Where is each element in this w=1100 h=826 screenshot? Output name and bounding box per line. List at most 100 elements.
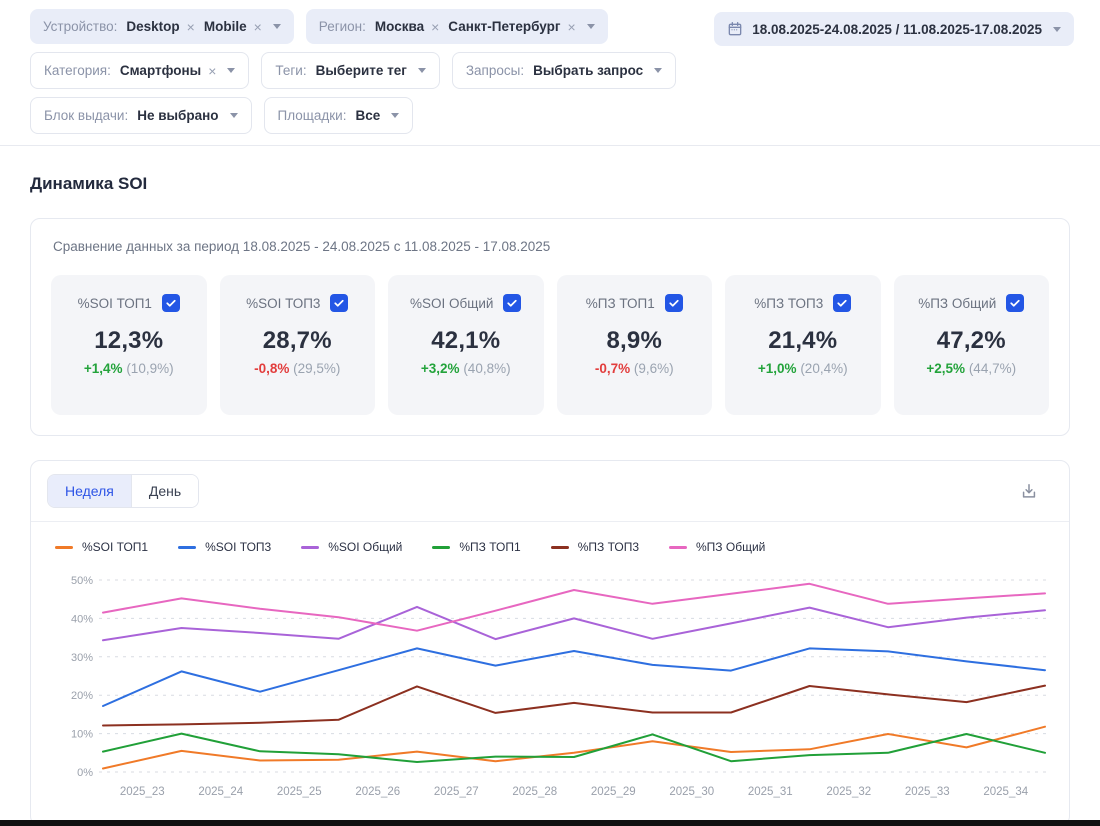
metric-header: %SOI ТОП3 xyxy=(246,294,348,312)
tab-day[interactable]: День xyxy=(132,475,198,507)
filter-chip-value: Desktop× xyxy=(126,19,194,34)
chevron-down-icon[interactable] xyxy=(654,68,662,77)
metric-value: 47,2% xyxy=(937,327,1006,355)
metric-label: %ПЗ ТОП1 xyxy=(586,296,655,311)
metric-delta-row: +3,2% (40,8%) xyxy=(421,361,511,376)
chevron-down-icon[interactable] xyxy=(273,24,281,33)
soi-chart-card: Неделя День %SOI ТОП1 %SOI ТОП3 %SOI Общий… xyxy=(30,460,1070,826)
legend-item[interactable]: %ПЗ ТОП3 xyxy=(551,540,639,554)
calendar-icon xyxy=(727,21,743,37)
filter-chip-value: Выбрать запрос xyxy=(533,63,643,78)
chevron-down-icon[interactable] xyxy=(227,68,235,77)
legend-item[interactable]: %SOI ТОП3 xyxy=(178,540,271,554)
filter-chip-label: Категория: xyxy=(44,63,111,78)
filter-row: Категория:Смартфоны× Теги:Выберите тег Зап… xyxy=(30,52,676,89)
metric-checkbox-checked[interactable] xyxy=(330,294,348,312)
legend-item[interactable]: %SOI Общий xyxy=(301,540,402,554)
chart-toolbar: Неделя День xyxy=(31,461,1069,522)
metric-label: %SOI ТОП3 xyxy=(246,296,320,311)
tab-week[interactable]: Неделя xyxy=(48,475,132,507)
metric-checkbox-checked[interactable] xyxy=(665,294,683,312)
metric-header: %SOI Общий xyxy=(410,294,521,312)
metric-checkbox-checked[interactable] xyxy=(833,294,851,312)
chevron-down-icon[interactable] xyxy=(230,113,238,122)
legend-label: %SOI ТОП1 xyxy=(82,540,148,554)
metric-label: %ПЗ ТОП3 xyxy=(754,296,823,311)
metric-delta-row: +2,5% (44,7%) xyxy=(926,361,1016,376)
chevron-down-icon[interactable] xyxy=(587,24,595,33)
filter-chip-value: Санкт-Петербург× xyxy=(448,19,575,34)
metric-value: 12,3% xyxy=(94,327,163,355)
filter-chip-value: Все xyxy=(355,108,380,123)
remove-icon[interactable]: × xyxy=(431,20,439,34)
metric-card: %ПЗ ТОП321,4%+1,0% (20,4%) xyxy=(725,275,881,415)
main-content: Динамика SOI Сравнение данных за период … xyxy=(0,174,1100,826)
metric-previous-value: (44,7%) xyxy=(969,361,1016,376)
metric-label: %SOI Общий xyxy=(410,296,493,311)
filter-chip[interactable]: Блок выдачи:Не выбрано xyxy=(30,97,252,134)
granularity-tabs: Неделя День xyxy=(47,474,199,508)
filter-chip-label: Теги: xyxy=(275,63,306,78)
legend-label: %ПЗ ТОП1 xyxy=(459,540,520,554)
metric-delta-value: +2,5% xyxy=(926,361,965,376)
metric-previous-value: (40,8%) xyxy=(463,361,510,376)
legend-color-dash xyxy=(669,546,687,549)
check-icon xyxy=(165,297,177,309)
metric-label: %SOI ТОП1 xyxy=(78,296,152,311)
download-button[interactable] xyxy=(1015,477,1043,505)
filter-chip[interactable]: Категория:Смартфоны× xyxy=(30,52,249,89)
y-axis-tick: 40% xyxy=(71,613,93,625)
remove-icon[interactable]: × xyxy=(254,20,262,34)
check-icon xyxy=(333,297,345,309)
legend-label: %SOI ТОП3 xyxy=(205,540,271,554)
y-axis-tick: 50% xyxy=(71,575,93,587)
metric-previous-value: (20,4%) xyxy=(800,361,847,376)
metric-checkbox-checked[interactable] xyxy=(162,294,180,312)
metric-delta-row: +1,4% (10,9%) xyxy=(84,361,174,376)
download-icon xyxy=(1019,481,1039,501)
remove-icon[interactable]: × xyxy=(208,64,216,78)
x-axis-tick: 2025_23 xyxy=(120,786,165,798)
series-line xyxy=(103,607,1045,640)
remove-icon[interactable]: × xyxy=(187,20,195,34)
metric-checkbox-checked[interactable] xyxy=(503,294,521,312)
filter-chip[interactable]: Запросы: Выбрать запрос xyxy=(452,52,676,89)
legend-item[interactable]: %SOI ТОП1 xyxy=(55,540,148,554)
metric-header: %SOI ТОП1 xyxy=(78,294,180,312)
filter-chip[interactable]: Теги:Выберите тег xyxy=(261,52,440,89)
legend-item[interactable]: %ПЗ Общий xyxy=(669,540,765,554)
legend-color-dash xyxy=(432,546,450,549)
metric-card: %SOI ТОП328,7%-0,8% (29,5%) xyxy=(220,275,376,415)
x-axis-tick: 2025_33 xyxy=(905,786,950,798)
check-icon xyxy=(506,297,518,309)
soi-summary-card: Сравнение данных за период 18.08.2025 - … xyxy=(30,218,1070,436)
comparison-period-text: Сравнение данных за период 18.08.2025 - … xyxy=(53,239,1049,254)
remove-icon[interactable]: × xyxy=(568,20,576,34)
legend-label: %ПЗ Общий xyxy=(696,540,765,554)
legend-label: %SOI Общий xyxy=(328,540,402,554)
y-axis-tick: 10% xyxy=(71,729,93,741)
metric-delta-row: +1,0% (20,4%) xyxy=(758,361,848,376)
metric-checkbox-checked[interactable] xyxy=(1006,294,1024,312)
filter-chip[interactable]: Регион:Москва×Санкт-Петербург× xyxy=(306,9,608,44)
check-icon xyxy=(668,297,680,309)
filter-chip[interactable]: Устройство:Desktop×Mobile× xyxy=(30,9,294,44)
metric-value: 28,7% xyxy=(263,327,332,355)
metric-cards: %SOI ТОП1 12,3% +1,4% (10,9%) %SOI ТОП3 28,7… xyxy=(51,275,1049,415)
filter-bar: Устройство:Desktop×Mobile×Регион:Москва×… xyxy=(0,0,1100,145)
chevron-down-icon[interactable] xyxy=(418,68,426,77)
filter-chip[interactable]: Площадки:Все xyxy=(264,97,414,134)
header-divider xyxy=(0,145,1100,146)
metric-delta-value: +1,0% xyxy=(758,361,797,376)
bottom-edge-bar xyxy=(0,820,1100,826)
filter-chip-value: Москва× xyxy=(375,19,439,34)
x-axis-tick: 2025_30 xyxy=(669,786,714,798)
chevron-down-icon[interactable] xyxy=(391,113,399,122)
date-range-picker[interactable]: 18.08.2025-24.08.2025 / 11.08.2025-17.08… xyxy=(714,12,1074,46)
metric-delta-value: -0,7% xyxy=(595,361,630,376)
metric-header: %ПЗ ТОП1 xyxy=(586,294,683,312)
metric-delta-value: +3,2% xyxy=(421,361,460,376)
legend-item[interactable]: %ПЗ ТОП1 xyxy=(432,540,520,554)
filter-chip-label: Запросы: xyxy=(466,63,524,78)
filter-row: Блок выдачи:Не выбрано Площадки:Все xyxy=(30,97,676,134)
